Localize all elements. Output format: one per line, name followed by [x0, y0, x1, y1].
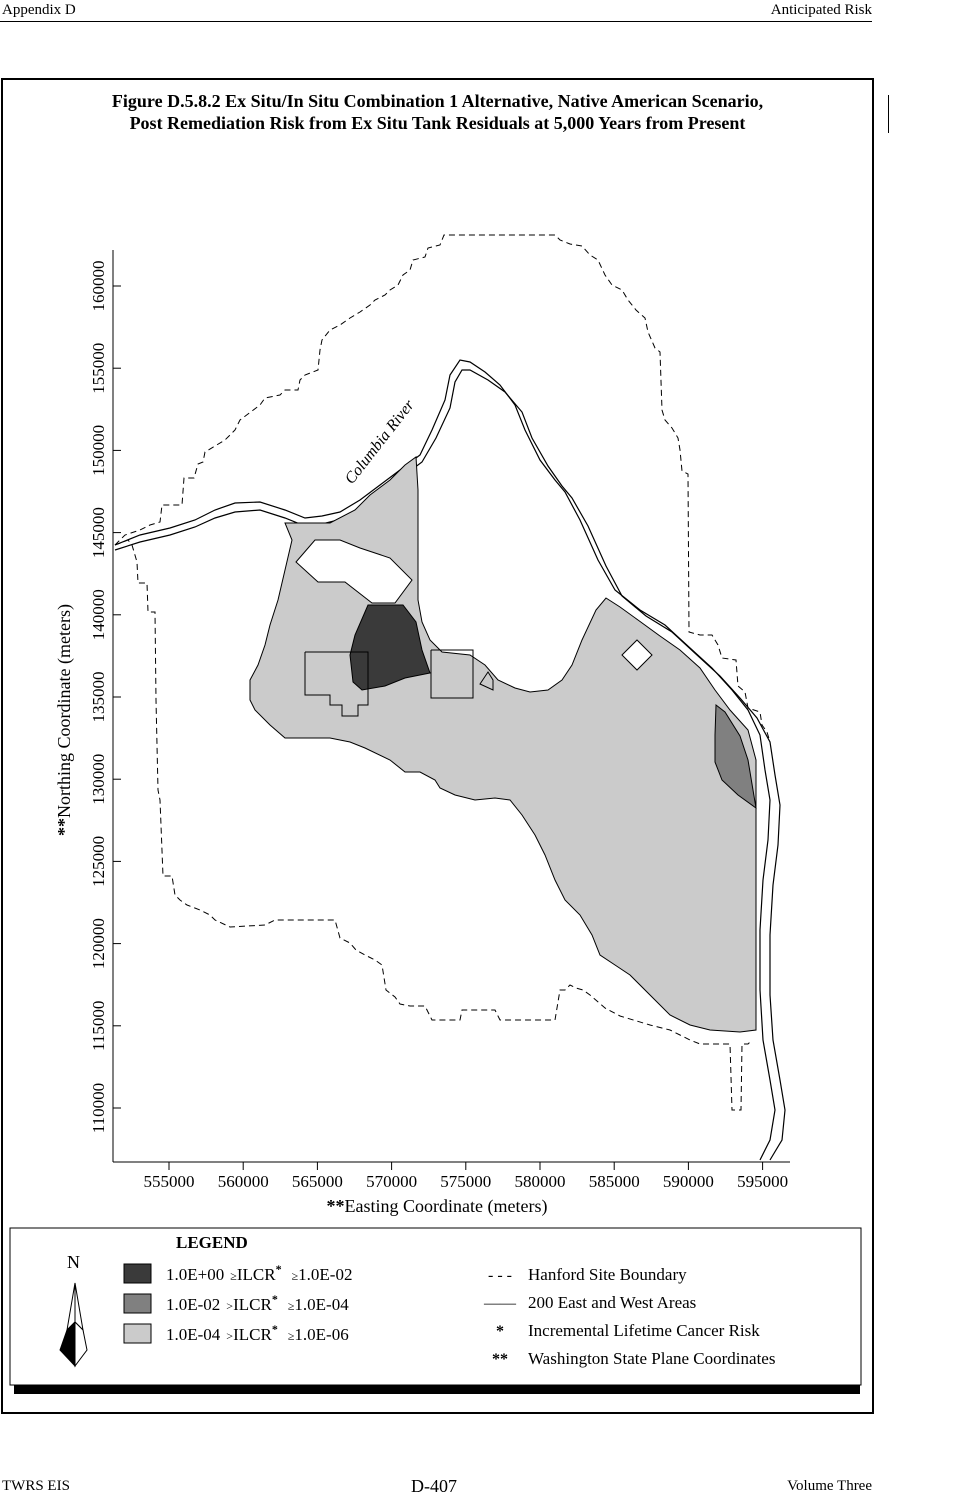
y-tick-label: 160000 [89, 261, 108, 312]
x-tick-label: 580000 [515, 1172, 566, 1191]
legend-swatch-low [123, 1323, 152, 1344]
y-tick-label: 155000 [89, 343, 108, 394]
legend-risk-op1: ≥ [230, 1269, 237, 1283]
unaffected-area-north [295, 539, 413, 604]
x-tick-label: 565000 [292, 1172, 343, 1191]
legend-risk-label: 1.0E-04 >ILCR* ≥1.0E-06 [166, 1322, 349, 1344]
north-symbol: N [67, 1252, 80, 1272]
legend-risk-metric: ILCR [233, 1325, 272, 1344]
legend-key-items: - - - Hanford Site Boundary —— 200 East and… [483, 1265, 775, 1368]
legend-risk-op1: > [226, 1299, 233, 1313]
legend-risk-lower: 1.0E-04 [294, 1295, 349, 1314]
legend-swatch-high [123, 1263, 152, 1284]
legend-key-symbol: —— [483, 1295, 517, 1312]
y-tick-label: 135000 [89, 672, 108, 723]
legend-risk-upper: 1.0E+00 [166, 1265, 224, 1284]
x-tick-label: 595000 [737, 1172, 788, 1191]
legend-risk-op2: ≥ [292, 1269, 299, 1283]
legend-key-label: Washington State Plane Coordinates [528, 1349, 775, 1368]
legend-risk-op2: ≥ [288, 1299, 295, 1313]
change-bar [888, 95, 889, 133]
y-axis-label-text: Northing Coordinate (meters) [54, 604, 75, 818]
y-tick-label: 120000 [89, 918, 108, 969]
legend-risk-items: 1.0E+00 ≥ILCR* ≥1.0E-021.0E-02 >ILCR* ≥1.0E-… [123, 1262, 352, 1344]
unaffected-area-east [621, 639, 653, 671]
area-200-east-annex [479, 671, 494, 691]
x-axis-ticks: 555000 560000 565000 570000 575000 580000 5850… [144, 1162, 788, 1191]
legend-key-label: 200 East and West Areas [528, 1293, 696, 1312]
y-axis-label-prefix: ** [54, 818, 74, 836]
footer-right: Volume Three [787, 1478, 872, 1494]
site-boundary-north [114, 234, 771, 743]
legend-box [9, 1227, 862, 1386]
legend-risk-star: * [272, 1292, 278, 1306]
y-tick-label: 145000 [89, 507, 108, 558]
y-tick-label: 110000 [89, 1083, 108, 1133]
x-tick-label: 555000 [144, 1172, 195, 1191]
area-200-east [430, 649, 474, 699]
footer-page-number: D-407 [411, 1476, 457, 1496]
y-tick-label: 125000 [89, 836, 108, 887]
header-left: Appendix D [2, 2, 76, 18]
columbia-river-west-bank [114, 359, 776, 1161]
legend-risk-lower: 1.0E-06 [294, 1325, 348, 1344]
x-tick-label: 575000 [440, 1172, 491, 1191]
figure-title: Figure D.5.8.2 Ex Situ/In Situ Combinati… [0, 90, 875, 134]
figure-title-line-2: Post Remediation Risk from Ex Situ Tank … [129, 113, 746, 133]
x-axis-label-text: Easting Coordinate (meters) [345, 1196, 548, 1217]
legend-swatch-medium [123, 1293, 152, 1314]
x-axis-label-prefix: ** [327, 1196, 345, 1216]
legend-risk-star: * [276, 1262, 282, 1276]
legend-key-label: Hanford Site Boundary [528, 1265, 687, 1284]
risk-zone-medium-east [714, 704, 757, 810]
legend-risk-op2: ≥ [288, 1329, 295, 1343]
legend-key-symbol: * [496, 1323, 504, 1340]
legend-risk-upper: 1.0E-04 [166, 1325, 221, 1344]
header-rule [0, 21, 872, 22]
legend-risk-star: * [272, 1322, 278, 1336]
legend-risk-label: 1.0E+00 ≥ILCR* ≥1.0E-02 [166, 1262, 352, 1284]
y-tick-label: 150000 [89, 425, 108, 476]
legend-risk-upper: 1.0E-02 [166, 1295, 220, 1314]
north-arrow-icon [59, 1282, 88, 1368]
header-right: Anticipated Risk [770, 2, 872, 18]
legend-risk-lower: 1.0E-02 [298, 1265, 352, 1284]
area-200-west [304, 651, 369, 717]
x-tick-label: 585000 [589, 1172, 640, 1191]
x-tick-label: 570000 [366, 1172, 417, 1191]
y-axis-label: **Northing Coordinate (meters) [54, 604, 75, 836]
legend-key-label: Incremental Lifetime Cancer Risk [528, 1321, 760, 1340]
legend-key-symbol: ** [492, 1351, 508, 1368]
figure-title-line-1: Figure D.5.8.2 Ex Situ/In Situ Combinati… [111, 91, 764, 111]
y-tick-label: 140000 [89, 589, 108, 640]
legend-risk-label: 1.0E-02 >ILCR* ≥1.0E-04 [166, 1292, 349, 1314]
site-boundary [114, 539, 753, 1111]
legend-risk-metric: ILCR [237, 1265, 276, 1284]
figure-frame [1, 78, 874, 1414]
y-tick-label: 130000 [89, 754, 108, 805]
legend-title: LEGEND [176, 1233, 248, 1252]
x-tick-label: 590000 [663, 1172, 714, 1191]
legend-risk-op1: > [226, 1329, 233, 1343]
legend-key-symbol: - - - [488, 1267, 512, 1284]
footer-left: TWRS EIS [2, 1478, 70, 1494]
x-tick-label: 560000 [218, 1172, 269, 1191]
y-axis-ticks: 110000 115000 120000 125000 130000 135000 1400… [89, 261, 121, 1133]
x-axis-label: **Easting Coordinate (meters) [327, 1196, 548, 1217]
y-tick-label: 115000 [89, 1001, 108, 1051]
legend-risk-metric: ILCR [233, 1295, 272, 1314]
